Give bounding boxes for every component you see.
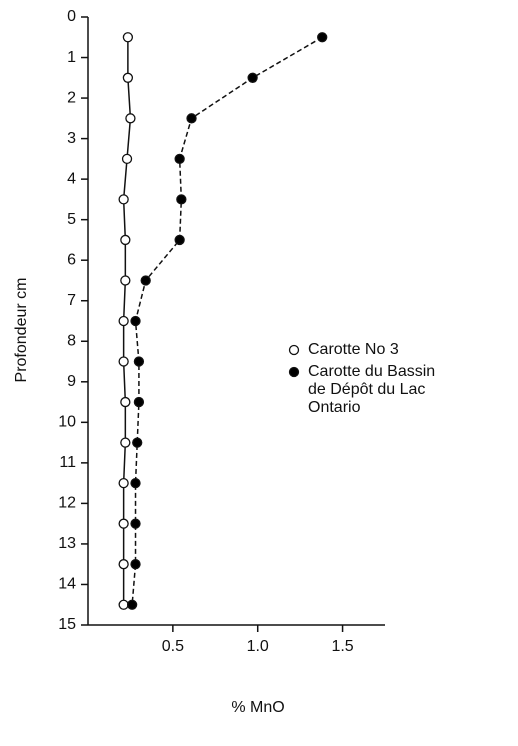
data-point [120,396,131,408]
data-point [118,559,129,570]
data-point [118,518,129,529]
data-point [247,72,258,83]
data-point [126,599,138,610]
y-tick-label: 14 [58,576,76,593]
y-tick-label: 7 [67,292,76,309]
y-tick-label: 8 [67,332,76,349]
data-point [133,356,145,367]
data-point [120,275,131,286]
data-point [118,477,129,489]
data-point [118,315,129,327]
data-point [118,194,129,205]
y-tick-label: 12 [58,495,76,512]
data-point [122,32,134,43]
data-point [133,396,145,408]
data-point [132,437,143,448]
y-tick-label: 10 [58,414,76,431]
data-point [120,234,131,246]
data-point [186,113,197,124]
legend-label: Carotte No 3 [308,341,399,358]
x-tick-label: 1.0 [247,638,269,655]
data-point [130,518,141,529]
data-point [140,275,151,286]
x-tick-label: 0.5 [162,638,184,655]
y-tick-label: 0 [67,8,76,25]
y-axis-label: Profondeur cm [13,278,30,383]
y-tick-label: 5 [67,211,76,228]
data-point [130,559,141,570]
y-tick-label: 11 [59,454,76,471]
legend-marker [288,366,300,378]
y-tick-label: 2 [67,89,76,106]
legend-marker [288,344,300,356]
series-line [131,36,323,605]
legend-label: Carotte du Bassin de Dépôt du Lac Ontario [308,363,435,416]
y-tick-label: 13 [58,535,76,552]
data-point [130,477,141,489]
y-tick-label: 9 [67,373,76,390]
y-tick-label: 1 [67,49,76,66]
y-tick-label: 6 [67,251,76,268]
data-point [121,153,133,165]
data-point [118,599,129,610]
x-axis-label: % MnO [231,699,284,716]
data-point [120,437,131,448]
x-tick-label: 1.5 [331,638,353,655]
data-point [176,194,187,205]
data-point [174,234,185,246]
y-tick-label: 4 [67,170,76,187]
y-tick-label: 15 [58,616,76,633]
data-point [118,356,129,367]
data-point [122,72,134,83]
data-point [125,113,136,124]
y-tick-label: 3 [67,130,76,147]
data-point [174,153,185,165]
data-point [317,32,328,43]
data-point [130,315,141,327]
